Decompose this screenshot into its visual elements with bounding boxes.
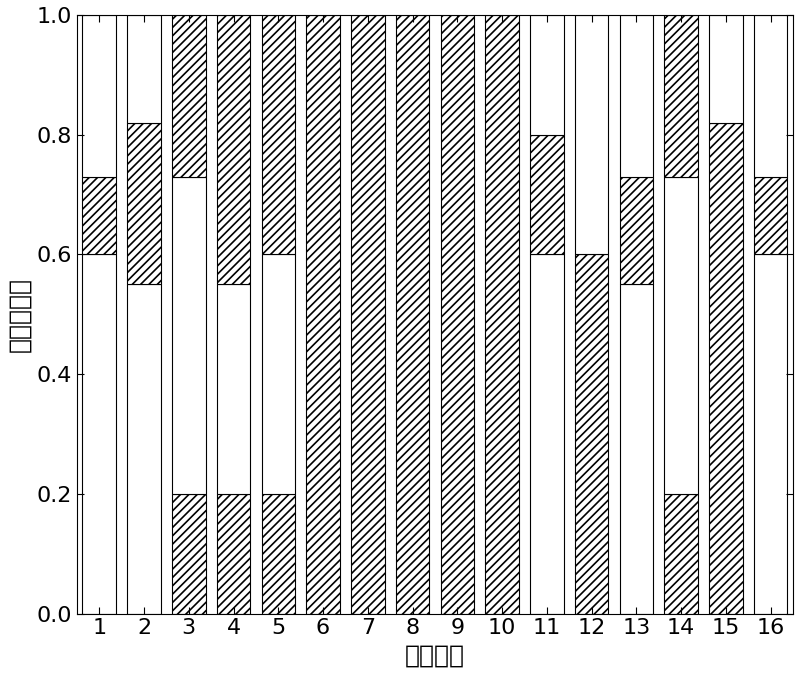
Bar xyxy=(127,15,161,123)
Bar xyxy=(172,177,206,494)
Bar xyxy=(262,494,295,614)
Bar xyxy=(441,15,474,614)
Bar xyxy=(530,15,564,135)
Bar xyxy=(396,15,430,614)
Bar xyxy=(486,15,519,614)
Bar xyxy=(351,15,385,614)
Bar xyxy=(262,254,295,494)
Bar xyxy=(754,254,787,614)
Bar xyxy=(709,15,742,123)
Bar xyxy=(172,494,206,614)
Bar xyxy=(82,177,116,254)
Bar xyxy=(127,284,161,614)
Bar xyxy=(217,15,250,284)
Bar xyxy=(575,15,609,254)
Bar xyxy=(217,494,250,614)
Bar xyxy=(262,15,295,254)
Bar xyxy=(664,494,698,614)
Bar xyxy=(664,177,698,494)
X-axis label: 天线单元: 天线单元 xyxy=(405,644,465,668)
Bar xyxy=(530,254,564,614)
Bar xyxy=(306,15,340,614)
Bar xyxy=(82,254,116,614)
Bar xyxy=(754,177,787,254)
Bar xyxy=(127,123,161,284)
Bar xyxy=(620,177,653,284)
Bar xyxy=(620,15,653,177)
Y-axis label: 归一化时间: 归一化时间 xyxy=(7,277,31,352)
Bar xyxy=(172,15,206,177)
Bar xyxy=(620,284,653,614)
Bar xyxy=(664,15,698,177)
Bar xyxy=(709,123,742,614)
Bar xyxy=(575,254,609,614)
Bar xyxy=(530,135,564,254)
Bar xyxy=(754,15,787,177)
Bar xyxy=(217,284,250,494)
Bar xyxy=(82,15,116,177)
